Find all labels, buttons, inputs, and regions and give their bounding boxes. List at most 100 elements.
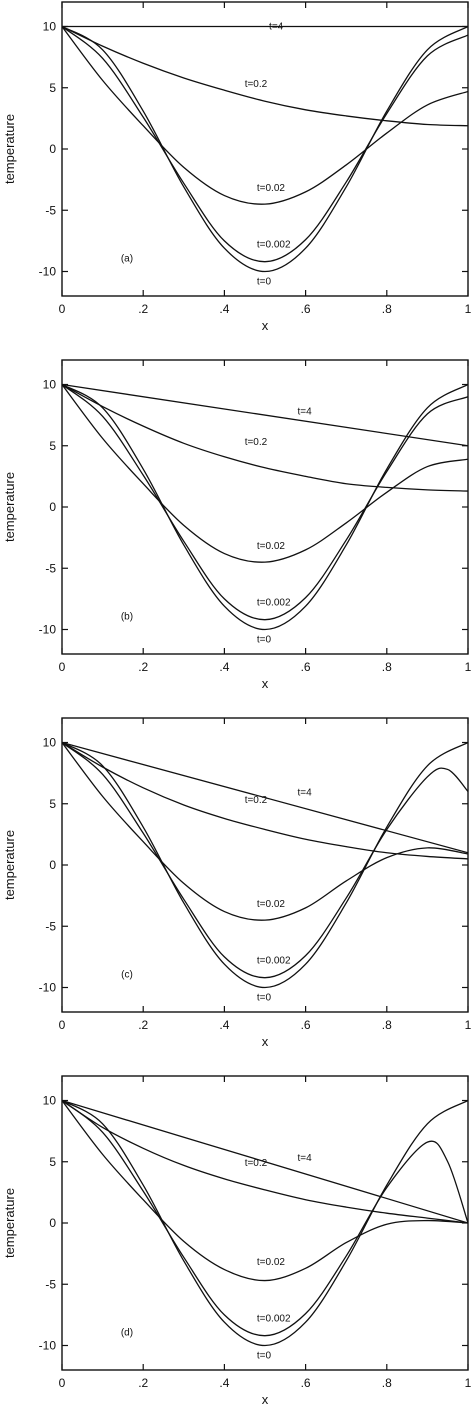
series-label: t=0.002	[257, 598, 291, 609]
plot-frame	[61, 359, 469, 655]
series-line-t-0-02	[62, 26, 468, 205]
x-tick-label: 1	[465, 1018, 472, 1032]
series-line-t-0	[62, 741, 468, 989]
panel-a: 0 .2 .4 .6 .8 1 10 5 0 -5 -10 x temperature t=0 t=0.00…	[2, 1, 472, 333]
x-tick-label: .6	[301, 302, 311, 316]
series-line-t-0-002	[62, 1099, 468, 1337]
series-line-t-0-002	[62, 383, 468, 621]
panel-b: 0 .2 .4 .6 .8 1 10 5 0 -5 -10 x temperature t=0 t=0.00…	[2, 359, 472, 691]
x-tick-label: .4	[219, 1018, 229, 1032]
series-line-t-0-002	[62, 25, 468, 263]
y-tick-label: 5	[49, 81, 56, 95]
series-label: t=0.2	[245, 1158, 268, 1169]
x-tick-label: .4	[219, 660, 229, 674]
y-tick-label: -5	[45, 203, 56, 217]
x-tick-label: .4	[219, 302, 229, 316]
y-tick-label: -10	[39, 265, 57, 279]
x-tick-label: 0	[59, 660, 66, 674]
panel-label: (c)	[121, 970, 133, 981]
curves	[62, 741, 468, 989]
x-tick-label: .2	[138, 660, 148, 674]
x-tick-label: .2	[138, 1376, 148, 1390]
series-label: t=0.02	[257, 899, 286, 910]
series-label: t=0.2	[245, 795, 268, 806]
curves	[62, 25, 468, 273]
panel-c: 0 .2 .4 .6 .8 1 10 5 0 -5 -10 x temperature t=0 t=0.00…	[2, 717, 472, 1049]
y-tick-label: -5	[45, 919, 56, 933]
panel-label: (b)	[121, 612, 133, 623]
series-line-t-0-02	[62, 1100, 468, 1282]
y-axis-title: temperature	[2, 114, 17, 184]
x-tick-label: .8	[382, 1018, 392, 1032]
x-axis-title: x	[262, 318, 269, 333]
x-tick-label: 1	[465, 1376, 472, 1390]
x-tick-label: .2	[138, 302, 148, 316]
series-label: t=0	[257, 992, 272, 1003]
series-label: t=0.02	[257, 541, 286, 552]
series-label: t=0.002	[257, 1314, 291, 1325]
curves	[62, 383, 468, 631]
x-tick-label: 0	[59, 1018, 66, 1032]
y-tick-label: 10	[43, 736, 57, 750]
y-tick-label: 5	[49, 797, 56, 811]
y-axis-title: temperature	[2, 1188, 17, 1258]
series-line-t-0-02	[62, 384, 468, 563]
y-tick-label: -10	[39, 1339, 57, 1353]
plot-frame	[61, 1, 469, 297]
panel-label: (d)	[121, 1328, 133, 1339]
series-line-t-4	[62, 383, 468, 447]
x-tick-label: 0	[59, 302, 66, 316]
x-tick-label: 1	[465, 660, 472, 674]
series-line-t-0	[62, 25, 468, 273]
y-tick-label: 0	[49, 500, 56, 514]
y-tick-label: 0	[49, 1216, 56, 1230]
y-tick-label: 5	[49, 1155, 56, 1169]
series-line-t-4	[62, 1099, 468, 1224]
panel-label: (a)	[121, 254, 133, 265]
y-tick-label: -10	[39, 623, 57, 637]
y-tick-label: 10	[43, 20, 57, 34]
x-axis-title: x	[262, 1392, 269, 1407]
y-tick-label: 5	[49, 439, 56, 453]
series-label: t=0	[257, 634, 272, 645]
panel-d: 0 .2 .4 .6 .8 1 10 5 0 -5 -10 x temperature t=0 t=0.00…	[2, 1075, 472, 1407]
x-axis-title: x	[262, 1034, 269, 1049]
x-axis-title: x	[262, 676, 269, 691]
x-tick-label: .6	[301, 1018, 311, 1032]
curves	[62, 1099, 468, 1347]
series-label: t=0.2	[245, 79, 268, 90]
y-tick-label: 0	[49, 858, 56, 872]
series-label: t=4	[297, 1153, 312, 1164]
x-tick-label: 1	[465, 302, 472, 316]
x-tick-label: .4	[219, 1376, 229, 1390]
series-line-t-0	[62, 383, 468, 631]
series-label: t=0.002	[257, 240, 291, 251]
series-line-t-0-2	[62, 25, 468, 127]
x-tick-label: .8	[382, 660, 392, 674]
series-line-t-0	[62, 1099, 468, 1347]
y-tick-label: -10	[39, 981, 57, 995]
y-tick-label: -5	[45, 1277, 56, 1291]
series-label: t=0.2	[245, 437, 268, 448]
y-tick-label: 10	[43, 1094, 57, 1108]
y-tick-label: 0	[49, 142, 56, 156]
x-tick-label: .2	[138, 1018, 148, 1032]
x-tick-label: .6	[301, 660, 311, 674]
series-label: t=0	[257, 1350, 272, 1361]
series-label: t=4	[297, 788, 312, 799]
plot-frame	[61, 717, 469, 1013]
x-tick-label: .6	[301, 1376, 311, 1390]
series-line-t-0-2	[62, 1099, 468, 1224]
series-label: t=0	[257, 276, 272, 287]
series-label: t=0.02	[257, 1257, 286, 1268]
series-line-t-0-2	[62, 383, 468, 492]
x-tick-label: .8	[382, 1376, 392, 1390]
plot-frame	[61, 1075, 469, 1371]
x-tick-label: .8	[382, 302, 392, 316]
y-axis-title: temperature	[2, 472, 17, 542]
series-line-t-0-002	[62, 741, 468, 979]
series-label: t=4	[269, 22, 284, 33]
y-axis-title: temperature	[2, 830, 17, 900]
y-tick-label: 10	[43, 378, 57, 392]
